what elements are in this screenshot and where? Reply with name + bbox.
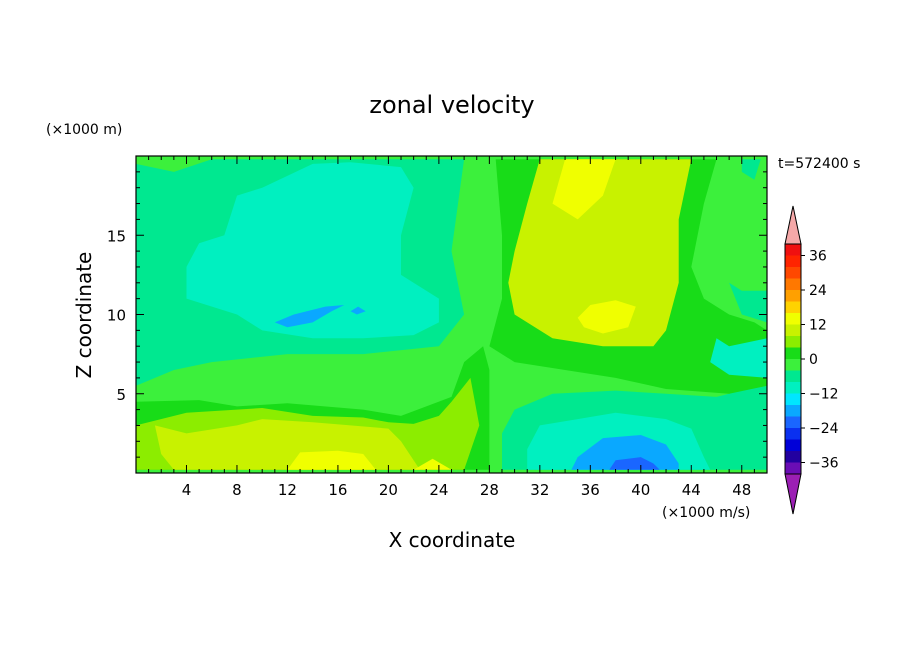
chart-title: zonal velocity	[369, 91, 534, 119]
colorbar-segment	[785, 267, 801, 279]
colorbar-segment	[785, 428, 801, 440]
colorbar-segment	[785, 290, 801, 302]
contour-region-20	[729, 282, 767, 323]
colorbar-segment	[785, 451, 801, 463]
contour-region-8	[287, 450, 376, 470]
contour-region-2	[186, 162, 439, 339]
colorbar-segment	[785, 462, 801, 474]
colorbar-tick-label: −36	[809, 456, 839, 472]
contour-region-17	[552, 159, 616, 220]
y-tick-label: 15	[107, 227, 126, 245]
colorbar-over-arrow	[784, 205, 802, 245]
x-tick-label: 8	[232, 481, 242, 499]
contour-region-9	[413, 458, 452, 470]
y-axis-label: Z coordinate	[72, 252, 96, 379]
colorbar-under-arrow	[784, 473, 802, 515]
colorbar-tick-label: 12	[809, 318, 827, 334]
colorbar-segment	[785, 439, 801, 451]
colorbar-tick-label: −12	[809, 387, 839, 403]
x-tick-label: 32	[530, 481, 549, 499]
x-tick-label: 48	[732, 481, 751, 499]
x-axis-label: X coordinate	[389, 528, 516, 552]
x-tick-label: 16	[328, 481, 347, 499]
y-axis-unit: (×1000 m)	[46, 122, 122, 138]
colorbar-segment	[785, 370, 801, 382]
x-tick-label: 40	[631, 481, 650, 499]
x-tick-label: 20	[379, 481, 398, 499]
x-tick-label: 24	[429, 481, 448, 499]
x-axis: 4 8 12 16 20 24 28 32 36 40 44 48	[148, 156, 755, 499]
contour-region-12	[571, 435, 679, 470]
x-tick-label: 28	[480, 481, 499, 499]
x-tick-label: 36	[581, 481, 600, 499]
contour-region-3	[274, 305, 345, 328]
contour-region-16	[508, 159, 692, 347]
time-label: t=572400 s	[778, 156, 860, 172]
colorbar-segment	[785, 359, 801, 371]
x-axis-unit: (×1000 m/s)	[662, 505, 750, 521]
contour-region-19	[710, 338, 767, 378]
colorbar-segment	[785, 301, 801, 313]
y-tick-label: 10	[107, 307, 126, 325]
colorbar-tick-label: 24	[809, 283, 827, 299]
colorbar-tick-label: 36	[809, 249, 827, 265]
x-tick-label: 4	[182, 481, 192, 499]
y-tick-label: 5	[116, 386, 126, 404]
colorbar-segment	[785, 255, 801, 267]
colorbar-segment	[785, 405, 801, 417]
colorbar-segment	[785, 382, 801, 394]
colorbar-segment	[785, 336, 801, 348]
x-tick-label: 44	[682, 481, 701, 499]
colorbar-segment	[785, 324, 801, 336]
y-axis: 5 10 15	[107, 171, 767, 458]
contour-region-21	[741, 159, 761, 180]
colorbar-tick-label: 0	[809, 352, 818, 368]
contour-region-18	[577, 300, 636, 334]
contour-region-13	[609, 457, 660, 470]
colorbar-segment	[785, 244, 801, 256]
colorbar-tick-label: −24	[809, 421, 839, 437]
colorbar-segment	[785, 393, 801, 405]
colorbar-segment	[785, 347, 801, 359]
colorbar-segment	[785, 416, 801, 428]
x-tick-label: 12	[278, 481, 297, 499]
colorbar-segment	[785, 278, 801, 290]
colorbar-segment	[785, 313, 801, 325]
colorbar: −36 −24 −12 0 12 24 36	[784, 205, 839, 515]
contour-region-4	[350, 306, 366, 315]
